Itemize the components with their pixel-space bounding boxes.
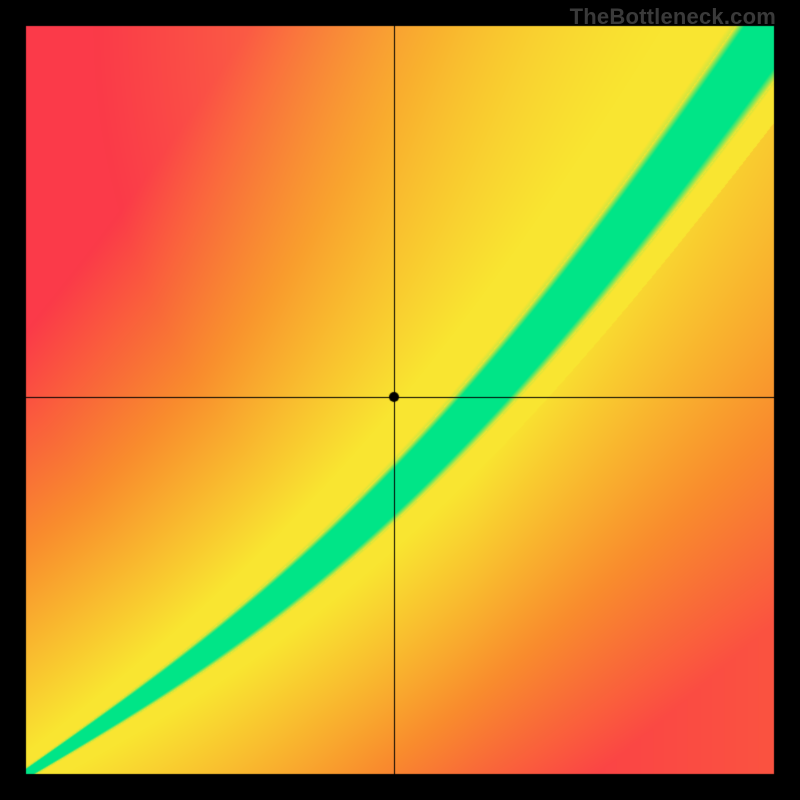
heatmap-canvas: [0, 0, 800, 800]
watermark-text: TheBottleneck.com: [570, 4, 776, 30]
chart-container: TheBottleneck.com: [0, 0, 800, 800]
